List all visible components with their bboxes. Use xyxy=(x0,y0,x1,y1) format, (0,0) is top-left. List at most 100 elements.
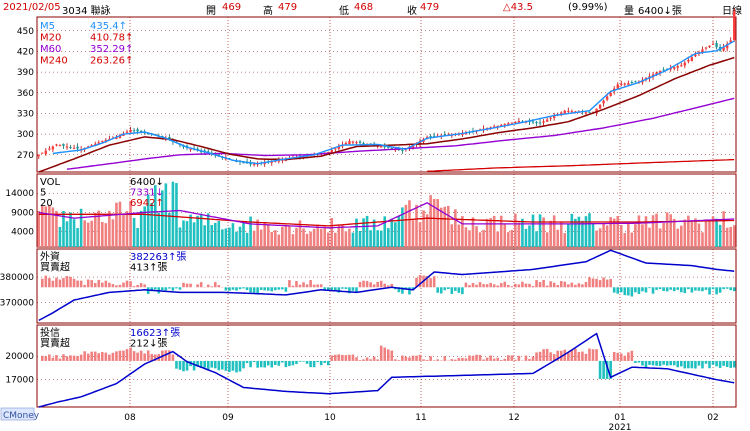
candle-body xyxy=(387,146,390,148)
header-pct: (9.99%) xyxy=(568,2,608,13)
candle-body xyxy=(337,146,341,150)
trust-flow-bar xyxy=(623,355,627,361)
foreign-flow-bar xyxy=(397,287,401,293)
volume-bar xyxy=(263,223,267,247)
volume-legend-value: 6942↑ xyxy=(130,198,164,209)
candle-body xyxy=(168,137,171,140)
trust-flow-bar xyxy=(104,352,108,361)
candle-body xyxy=(503,124,506,126)
foreign-flow-bar xyxy=(478,282,482,288)
trust-flow-bar xyxy=(679,360,683,367)
volume-bar xyxy=(411,220,415,247)
foreign-flow-bar xyxy=(341,287,344,289)
volume-bar xyxy=(319,228,323,247)
foreign-flow-bar xyxy=(319,284,323,288)
volume-bar xyxy=(341,224,344,247)
trust-flow-bar xyxy=(503,358,507,361)
volume-bar xyxy=(641,224,644,247)
trust-flow-bar xyxy=(386,349,390,361)
foreign-flow-bar xyxy=(139,283,143,288)
foreign-flow-bar xyxy=(351,287,355,291)
foreign-flow-bar xyxy=(549,281,552,288)
foreign-flow-bar xyxy=(326,287,330,291)
trust-legend-value: 16623↑張 xyxy=(130,327,180,339)
volume-bar xyxy=(79,208,83,247)
foreign-flow-bar xyxy=(199,282,203,288)
candle-body xyxy=(401,150,404,152)
candle-body xyxy=(362,143,365,145)
candle-body xyxy=(101,141,104,142)
trust-flow-bar xyxy=(672,360,676,366)
candle-body xyxy=(680,65,683,67)
candle-body xyxy=(72,147,76,149)
volume-bar xyxy=(252,230,256,247)
foreign-flow-bar xyxy=(323,287,327,290)
candle-body xyxy=(199,151,203,153)
candle-body xyxy=(118,135,122,138)
foreign-flow-bar xyxy=(655,287,658,290)
foreign-flow-bar xyxy=(687,287,690,290)
volume-bar xyxy=(90,220,94,247)
foreign-flow-bar xyxy=(242,287,245,289)
foreign-flow-bar xyxy=(288,280,291,288)
trust-flow-bar xyxy=(651,360,655,366)
candle-body xyxy=(662,69,665,71)
trust-flow-bar xyxy=(411,355,415,361)
trust-flow-bar xyxy=(355,357,358,361)
header-date: 2021/02/05 xyxy=(3,2,61,13)
x-month-label: 02 xyxy=(707,413,718,423)
candle-body xyxy=(535,121,538,123)
volume-bar xyxy=(372,219,376,247)
volume-bar xyxy=(683,219,687,247)
volume-bar xyxy=(295,227,298,247)
volume-bar xyxy=(439,207,443,247)
foreign-flow-bar xyxy=(51,280,55,288)
candle-body xyxy=(687,59,690,62)
volume-tick-label: 4000 xyxy=(11,228,34,238)
header-open-value: 469 xyxy=(222,2,242,13)
trust-flow-bar xyxy=(206,360,210,371)
volume-bar xyxy=(143,206,146,247)
trust-flow-bar xyxy=(298,360,302,362)
volume-bar xyxy=(471,217,475,247)
foreign-flow-bar xyxy=(270,287,274,292)
volume-bar xyxy=(595,230,598,247)
foreign-flow-bar xyxy=(129,281,132,288)
candle-body xyxy=(348,141,351,145)
volume-bar xyxy=(612,218,616,247)
volume-bar xyxy=(323,226,327,247)
foreign-flow-bar xyxy=(542,279,545,288)
candle-body xyxy=(69,147,72,149)
volume-bar xyxy=(355,218,358,247)
trust-flow-bar xyxy=(249,360,252,368)
trust-flow-bar xyxy=(196,360,199,367)
trust-flow-bar xyxy=(93,351,97,361)
volume-bar xyxy=(217,220,221,247)
foreign-flow-bar xyxy=(432,276,436,288)
volume-bar xyxy=(598,228,602,247)
price-tick-label: 330 xyxy=(17,109,34,119)
candle-body xyxy=(665,68,669,70)
trust-flow-bar xyxy=(496,357,500,361)
foreign-flow-bar xyxy=(718,287,722,293)
header-close-label: 收 xyxy=(407,6,417,17)
volume-bar xyxy=(76,228,79,247)
foreign-flow-bar xyxy=(556,285,560,288)
volume-bar xyxy=(422,210,425,247)
volume-legend-label: 20 xyxy=(40,198,53,209)
volume-bar xyxy=(175,183,178,247)
trust-flow-bar xyxy=(79,354,83,361)
volume-bar xyxy=(178,227,182,247)
candle-body xyxy=(560,112,563,116)
trust-flow-bar xyxy=(86,353,90,361)
trust-flow-bar xyxy=(722,360,725,366)
trust-flow-bar xyxy=(432,360,436,361)
trust-flow-bar xyxy=(711,360,715,365)
foreign-flow-bar xyxy=(175,287,178,289)
volume-bar xyxy=(93,212,97,247)
foreign-flow-bar xyxy=(672,287,676,292)
trust-flow-bar xyxy=(457,357,461,361)
trust-flow-bar xyxy=(475,354,478,361)
trust-flow-bar xyxy=(634,360,637,363)
volume-bar xyxy=(609,217,612,247)
